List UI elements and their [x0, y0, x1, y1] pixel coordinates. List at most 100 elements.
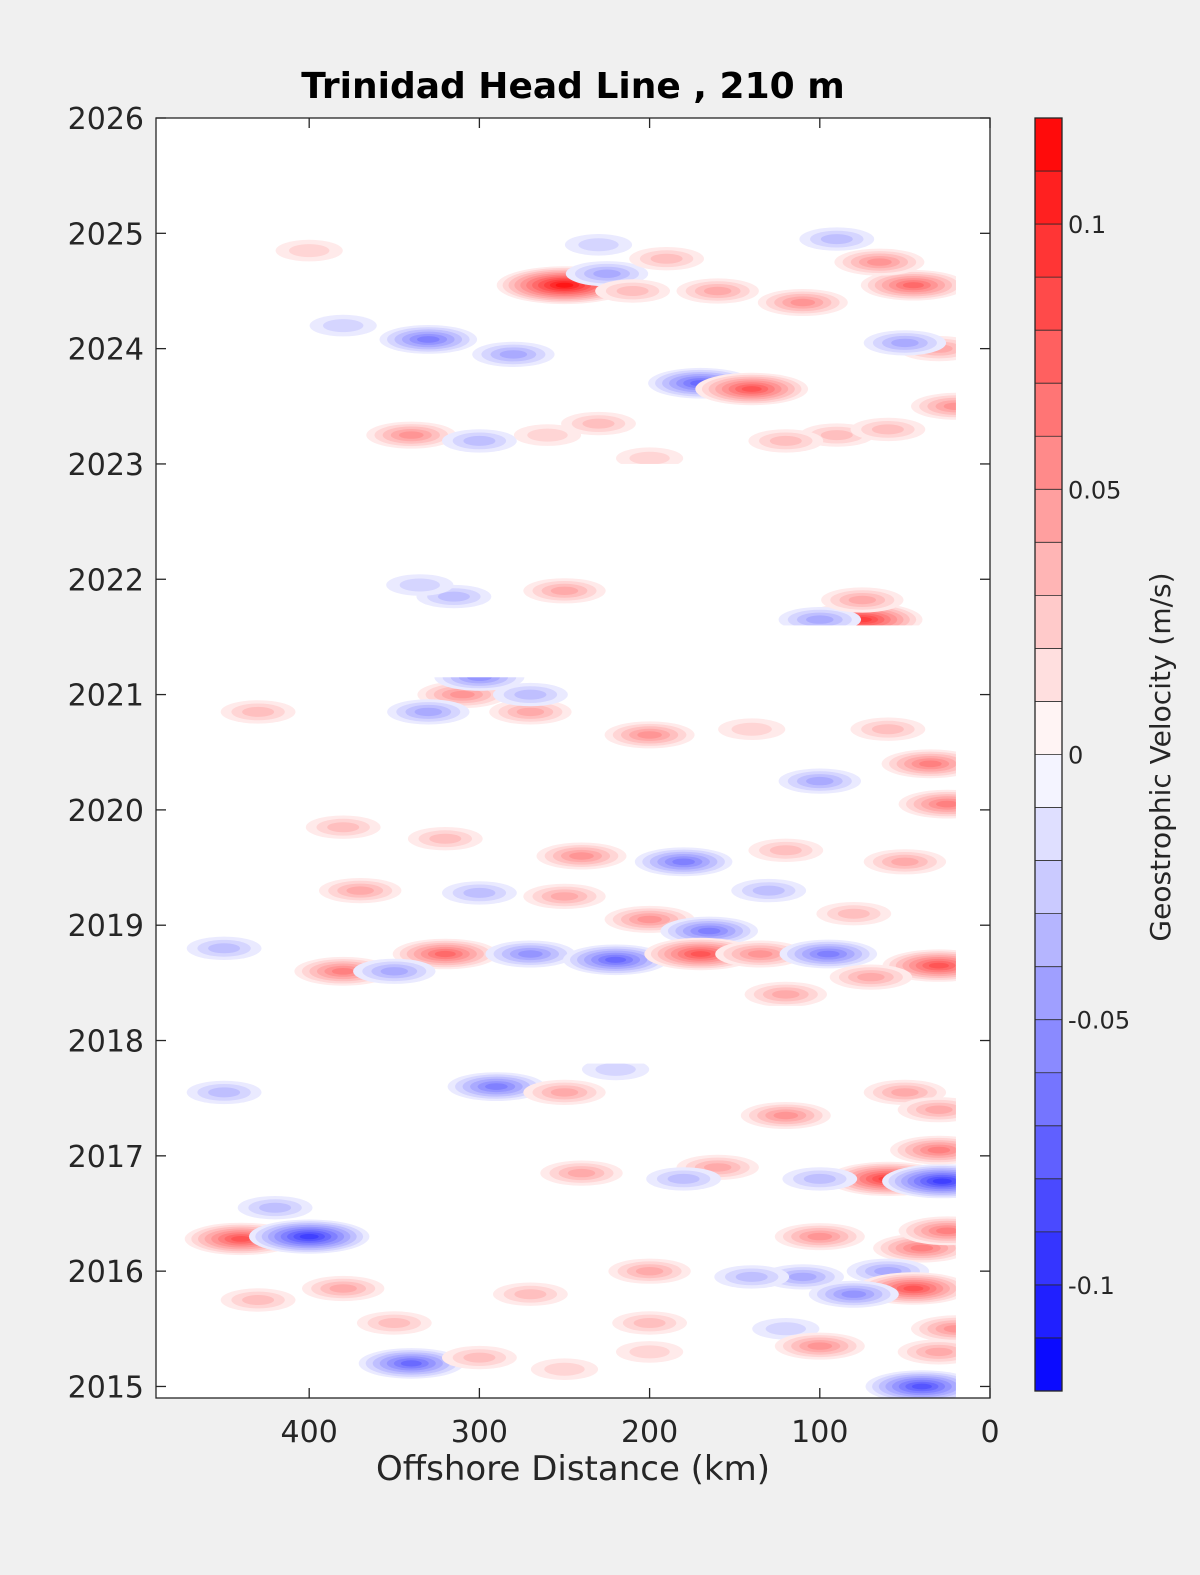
plot-frame [155, 117, 991, 1399]
contour-level [871, 724, 904, 735]
contour-level [911, 1383, 932, 1390]
contour-blob [249, 1219, 370, 1254]
no-data-band [156, 118, 990, 205]
colorbar-level [1035, 436, 1062, 490]
contour-level [499, 350, 528, 359]
no-data-nearshore [955, 740, 990, 1006]
contour-blob [523, 578, 606, 604]
x-tick-label: 300 [451, 1415, 508, 1450]
contour-level [550, 586, 579, 595]
contour-field [156, 118, 990, 1398]
contour-level [629, 451, 670, 465]
axes: 400 300 200 100 0 2015 2016 2017 2018 2019 2020 202… [68, 102, 1000, 1450]
contour-blob [379, 325, 478, 354]
contour-blob [564, 234, 633, 256]
contour-level [242, 1295, 275, 1305]
y-tick-label: 2021 [68, 679, 144, 714]
colorbar-level [1035, 966, 1062, 1021]
colorbar-level [1035, 860, 1062, 914]
contour-blob [237, 1196, 313, 1220]
contour-blob [634, 847, 733, 877]
colorbar-level [1035, 171, 1062, 225]
contour-blob [392, 938, 498, 970]
contour-blob [186, 1080, 262, 1105]
contour-blob [302, 1275, 385, 1302]
contour-blob [442, 1345, 517, 1370]
colorbar-level [1035, 542, 1062, 596]
contour-blob [305, 815, 381, 839]
contour-level [927, 1146, 951, 1154]
colorbar-level [1035, 489, 1062, 543]
contour-level [463, 887, 496, 898]
contour-blob [774, 1332, 865, 1360]
chart-title: Trinidad Head Line , 210 m [301, 66, 844, 107]
contour-level [544, 1362, 585, 1376]
contour-blob [612, 1311, 687, 1335]
contour-level [807, 1342, 833, 1350]
contour-blob [442, 881, 517, 905]
colorbar-level [1035, 595, 1062, 649]
colorbar-level [1035, 383, 1062, 437]
colorbar-level [1035, 1072, 1062, 1127]
contour-blob [582, 1058, 650, 1081]
contour-blob [799, 227, 875, 251]
contour-level [704, 286, 732, 296]
contour-level [925, 1347, 953, 1357]
contour-blob [834, 248, 925, 276]
contour-blob [629, 247, 704, 271]
contour-blob [857, 1272, 970, 1305]
contour-level [690, 951, 711, 957]
contour-level [848, 595, 876, 605]
contour-level [932, 1178, 952, 1184]
contour-blob [881, 749, 980, 779]
contour-blob [863, 849, 947, 875]
contour-level [414, 707, 442, 717]
contour-level [323, 319, 364, 333]
contour-level [871, 424, 904, 435]
contour-blob [472, 341, 555, 367]
contour-level [555, 282, 574, 288]
colorbar-level [1035, 1231, 1062, 1286]
contour-blob [748, 838, 824, 862]
colorbar-tick-label: 0.05 [1068, 476, 1121, 504]
contour-level [380, 967, 408, 976]
contour-level [820, 234, 853, 245]
contour-blob [530, 1358, 599, 1380]
contour-level [650, 253, 683, 264]
contour-blob [489, 699, 572, 725]
contour-blob [604, 721, 695, 749]
colorbar-label: Geostrophic Velocity (m/s) [1144, 572, 1177, 941]
contour-blob [646, 1167, 721, 1191]
contour-level [902, 282, 924, 289]
contour-level [765, 1322, 806, 1336]
contour-blob [715, 940, 806, 968]
contour-blob [660, 916, 758, 946]
contour-level [582, 418, 615, 429]
contour-level [463, 1352, 496, 1363]
contour-blob [718, 718, 786, 740]
contour-blob [744, 981, 827, 1008]
contour-blob [356, 1311, 432, 1335]
contour-blob [366, 421, 457, 449]
contour-level [837, 908, 870, 919]
y-tick-label: 2015 [68, 1370, 144, 1405]
colorbar-tick-label: -0.1 [1068, 1272, 1115, 1300]
y-tick-label: 2020 [68, 794, 144, 829]
contour-blob [808, 1280, 899, 1308]
contour-level [329, 1284, 357, 1293]
y-tick-label: 2016 [68, 1255, 144, 1290]
contour-level [450, 690, 475, 699]
contour-level [891, 857, 919, 866]
contour-level [903, 1285, 924, 1292]
contour-level [747, 950, 773, 958]
contour-level [807, 1232, 833, 1241]
contour-blob [358, 1348, 464, 1379]
no-data-nearshore [955, 204, 990, 464]
contour-level [567, 1168, 596, 1178]
contour-level [891, 1088, 919, 1097]
contour-blob [561, 411, 636, 436]
colorbar-level [1035, 701, 1062, 755]
colorbar-frame [1034, 117, 1063, 1392]
contour-level [400, 1360, 422, 1367]
contour-level [817, 950, 840, 958]
